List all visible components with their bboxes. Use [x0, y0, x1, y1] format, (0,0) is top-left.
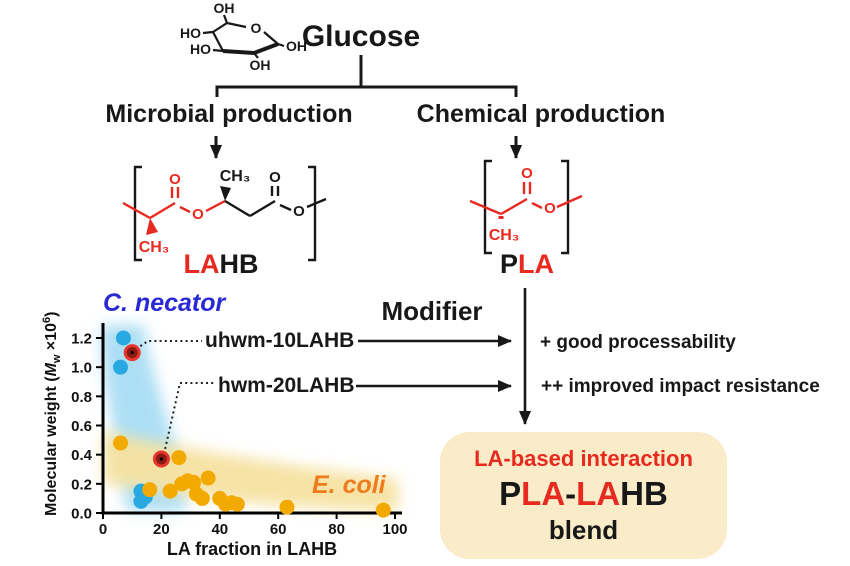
x-tick-label: 80: [328, 521, 345, 538]
lahb-red-wedge: [146, 218, 158, 235]
y-axis-title: Molecular weight (Mw ×106): [41, 311, 63, 516]
data-point: [162, 483, 178, 499]
lahb-structure: O O CH₃ CH₃ O O: [122, 165, 327, 262]
data-point: [186, 474, 202, 490]
tick-marks: [96, 337, 396, 519]
lahb-ester-o-black: O: [293, 203, 305, 220]
blend-title-dash: -: [565, 474, 577, 512]
hwm-label: hwm-20LAHB: [218, 374, 355, 397]
lahb-black-wedge: [220, 186, 231, 201]
x-tick-label: 60: [270, 521, 287, 538]
pla-label: PLA: [500, 251, 554, 278]
glucose-tree-lines: [215, 55, 518, 97]
glucose-label: Glucose: [301, 20, 421, 53]
blend-box-blend-text: blend: [548, 514, 619, 545]
blend-title-p: P: [499, 474, 522, 512]
benefit-processability: + good processability: [540, 332, 736, 353]
glucose-lower-left-ho: HO: [190, 41, 211, 57]
lahb-brackets: [133, 165, 317, 262]
data-point: [142, 482, 158, 498]
blend-title-la2: LA: [576, 474, 621, 512]
data-point: [200, 470, 216, 486]
uhwm-label: uhwm-10LAHB: [205, 329, 355, 352]
glucose-bottom-oh: OH: [250, 57, 271, 73]
e-coli-legend: E. coli: [312, 471, 387, 499]
scatter-plot: 0 20 40 60 80 100 0.0 0.2 0.4 0.6 0.8 1.0 1.2 Molecu…: [41, 289, 408, 559]
pla-label-p: P: [499, 249, 519, 279]
pla-ch3: CH₃: [489, 227, 520, 244]
data-point: [229, 496, 245, 512]
glucose-left-ho: HO: [180, 25, 201, 41]
lahb-ch3-red: CH₃: [139, 239, 170, 256]
blend-box-title: PLA-LAHB: [499, 475, 668, 513]
y-tick-label: 0.4: [71, 447, 93, 464]
data-point: [171, 450, 187, 466]
pla-ester-o: O: [544, 200, 556, 217]
blend-title-la1: LA: [521, 474, 566, 512]
plot-axes: [101, 323, 402, 515]
benefit-impact-resistance: ++ improved impact resistance: [541, 376, 820, 397]
y-tick-label: 0.2: [71, 476, 92, 493]
data-point: [113, 359, 129, 375]
lahb-label: LAHB: [184, 251, 259, 278]
data-point: [375, 502, 391, 518]
lahb-carbonyl-o-red: O: [169, 171, 181, 188]
tick-labels: 0 20 40 60 80 100 0.0 0.2 0.4 0.6 0.8 1.0 1.2: [71, 331, 407, 539]
lahb-ester-o-red: O: [192, 206, 204, 223]
microbial-production-label: Microbial production: [105, 100, 353, 128]
pla-carbonyl-o: O: [521, 165, 533, 182]
data-points-layer: [113, 330, 391, 518]
glucose-right-oh: OH: [286, 38, 307, 54]
data-point: [113, 435, 129, 451]
modifier-label: Modifier: [381, 296, 483, 326]
glucose-structure: OH HO HO OH O OH: [180, 0, 307, 73]
x-axis-title: LA fraction in LAHB: [167, 539, 337, 559]
highlighted-point-center: [159, 457, 163, 461]
glucose-top-oh: OH: [214, 0, 235, 16]
y-tick-label: 0.6: [71, 418, 92, 435]
y-tick-label: 1.0: [71, 360, 92, 377]
data-point: [115, 330, 131, 346]
y-tick-label: 0.8: [71, 389, 92, 406]
c-necator-legend: C. necator: [103, 289, 227, 317]
highlighted-point-center: [130, 350, 134, 355]
data-point: [194, 490, 210, 506]
lahb-label-la: LA: [183, 249, 220, 279]
data-point: [279, 499, 295, 515]
blend-title-hb: HB: [620, 474, 668, 512]
glucose-ring-o: O: [251, 20, 262, 36]
x-tick-label: 0: [99, 521, 107, 538]
blend-box-subtitle: LA-based interaction: [474, 445, 693, 471]
chemical-production-label: Chemical production: [416, 100, 666, 128]
pla-label-la: LA: [518, 249, 555, 279]
pla-structure: O O CH₃: [469, 159, 583, 255]
x-tick-label: 20: [153, 521, 170, 538]
lahb-ch3-black: CH₃: [220, 168, 251, 185]
blend-box: LA-based interaction PLA-LAHB blend: [440, 432, 727, 559]
lahb-label-hb: HB: [219, 249, 259, 279]
x-tick-label: 40: [211, 521, 228, 538]
x-tick-label: 100: [382, 521, 407, 538]
y-tick-label: 1.2: [71, 331, 92, 348]
y-tick-label: 0.0: [71, 506, 92, 523]
lahb-carbonyl-o-black: O: [269, 169, 281, 186]
